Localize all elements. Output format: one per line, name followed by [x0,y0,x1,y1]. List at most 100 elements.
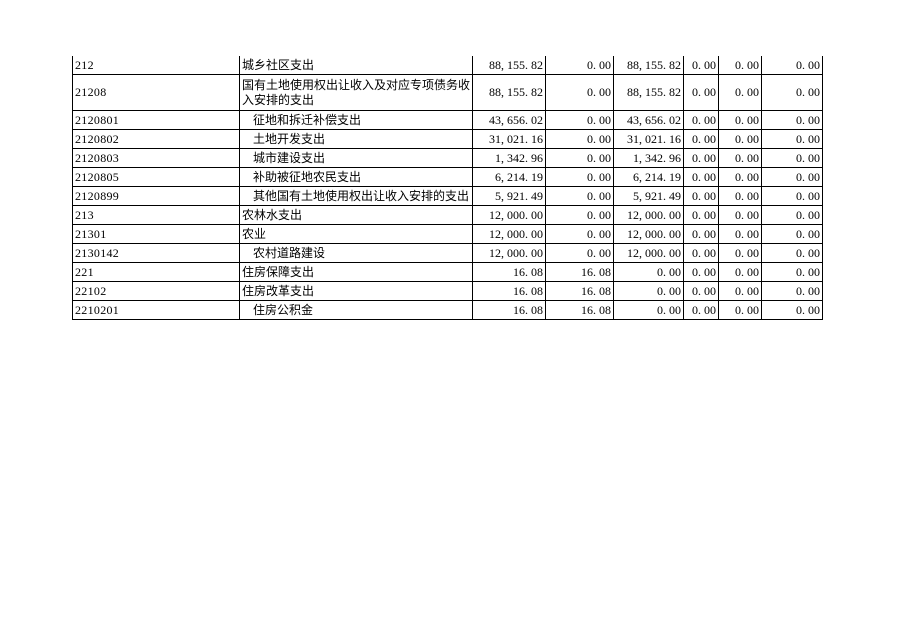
amount-cell: 16. 08 [472,300,546,320]
amount-cell: 0. 00 [545,148,614,168]
amount-cell: 0. 00 [683,281,719,301]
table-row: 213 农林水支出 12, 000. 00 0. 00 12, 000. 00 0. 00… [72,205,823,225]
amount-cell: 6, 214. 19 [472,167,546,187]
amount-cell: 0. 00 [718,262,762,282]
budget-code-cell: 212 [72,56,240,75]
budget-table-body: 212 城乡社区支出 88, 155. 82 0. 00 88, 155. 82 0. 0… [72,56,823,320]
table-row: 221 住房保障支出 16. 08 16. 08 0. 00 0. 00 0. 00 0. 0… [72,262,823,282]
amount-cell: 0. 00 [761,74,823,111]
amount-cell: 16. 08 [472,281,546,301]
table-row: 21208 国有土地使用权出让收入及对应专项债务收入安排的支出 88, 155. 8… [72,74,823,111]
amount-cell: 12, 000. 00 [472,205,546,225]
budget-item-name-cell: 补助被征地农民支出 [239,167,473,187]
amount-cell: 0. 00 [718,243,762,263]
amount-cell: 12, 000. 00 [613,243,684,263]
amount-cell: 0. 00 [683,74,719,111]
amount-cell: 16. 08 [545,262,614,282]
amount-cell: 0. 00 [761,262,823,282]
amount-cell: 12, 000. 00 [472,243,546,263]
amount-cell: 6, 214. 19 [613,167,684,187]
amount-cell: 0. 00 [683,129,719,149]
amount-cell: 0. 00 [683,56,719,75]
budget-item-name-cell: 城市建设支出 [239,148,473,168]
budget-item-name-cell: 农村道路建设 [239,243,473,263]
amount-cell: 0. 00 [761,167,823,187]
budget-code-cell: 21208 [72,74,240,111]
amount-cell: 0. 00 [545,186,614,206]
amount-cell: 0. 00 [761,186,823,206]
amount-cell: 0. 00 [718,129,762,149]
amount-cell: 0. 00 [545,167,614,187]
amount-cell: 0. 00 [545,243,614,263]
table-row: 2210201 住房公积金 16. 08 16. 08 0. 00 0. 00 0. 00 0… [72,300,823,320]
budget-code-cell: 2130142 [72,243,240,263]
amount-cell: 0. 00 [718,205,762,225]
amount-cell: 0. 00 [613,262,684,282]
budget-code-cell: 2120899 [72,186,240,206]
amount-cell: 0. 00 [761,110,823,130]
amount-cell: 0. 00 [718,56,762,75]
budget-item-name-cell: 住房保障支出 [239,262,473,282]
amount-cell: 0. 00 [683,167,719,187]
table-row: 2120802 土地开发支出 31, 021. 16 0. 00 31, 021. 16… [72,129,823,149]
budget-item-name-cell: 征地和拆迁补偿支出 [239,110,473,130]
budget-item-name-cell: 农业 [239,224,473,244]
amount-cell: 0. 00 [683,224,719,244]
amount-cell: 0. 00 [718,300,762,320]
amount-cell: 5, 921. 49 [613,186,684,206]
amount-cell: 0. 00 [545,74,614,111]
table-row: 2120803 城市建设支出 1, 342. 96 0. 00 1, 342. 96 0.… [72,148,823,168]
amount-cell: 0. 00 [718,74,762,111]
amount-cell: 0. 00 [761,129,823,149]
amount-cell: 0. 00 [761,56,823,75]
budget-code-cell: 2120803 [72,148,240,168]
amount-cell: 0. 00 [613,300,684,320]
amount-cell: 0. 00 [761,224,823,244]
budget-code-cell: 2210201 [72,300,240,320]
table-row: 212 城乡社区支出 88, 155. 82 0. 00 88, 155. 82 0. 0… [72,56,823,75]
amount-cell: 1, 342. 96 [613,148,684,168]
amount-cell: 0. 00 [683,186,719,206]
amount-cell: 0. 00 [683,205,719,225]
budget-item-name-cell: 土地开发支出 [239,129,473,149]
amount-cell: 43, 656. 02 [613,110,684,130]
amount-cell: 0. 00 [545,205,614,225]
budget-item-name-cell: 国有土地使用权出让收入及对应专项债务收入安排的支出 [239,74,473,111]
amount-cell: 0. 00 [545,129,614,149]
amount-cell: 0. 00 [683,148,719,168]
amount-cell: 16. 08 [545,300,614,320]
amount-cell: 0. 00 [718,110,762,130]
budget-item-name-cell: 住房公积金 [239,300,473,320]
amount-cell: 88, 155. 82 [472,56,546,75]
amount-cell: 0. 00 [718,167,762,187]
amount-cell: 16. 08 [545,281,614,301]
amount-cell: 0. 00 [761,205,823,225]
amount-cell: 0. 00 [761,148,823,168]
amount-cell: 5, 921. 49 [472,186,546,206]
budget-expenditure-table: 212 城乡社区支出 88, 155. 82 0. 00 88, 155. 82 0. 0… [72,56,823,320]
budget-code-cell: 22102 [72,281,240,301]
amount-cell: 0. 00 [718,186,762,206]
amount-cell: 0. 00 [761,243,823,263]
amount-cell: 88, 155. 82 [613,74,684,111]
budget-item-name-cell: 城乡社区支出 [239,56,473,75]
amount-cell: 16. 08 [472,262,546,282]
amount-cell: 88, 155. 82 [613,56,684,75]
amount-cell: 0. 00 [761,281,823,301]
amount-cell: 1, 342. 96 [472,148,546,168]
amount-cell: 12, 000. 00 [472,224,546,244]
amount-cell: 0. 00 [683,110,719,130]
budget-code-cell: 2120802 [72,129,240,149]
amount-cell: 0. 00 [718,281,762,301]
budget-code-cell: 2120801 [72,110,240,130]
budget-code-cell: 213 [72,205,240,225]
table-row: 2120801 征地和拆迁补偿支出 43, 656. 02 0. 00 43, 656.… [72,110,823,130]
table-row: 22102 住房改革支出 16. 08 16. 08 0. 00 0. 00 0. 00 0.… [72,281,823,301]
budget-code-cell: 221 [72,262,240,282]
amount-cell: 0. 00 [683,262,719,282]
amount-cell: 0. 00 [683,300,719,320]
amount-cell: 0. 00 [761,300,823,320]
amount-cell: 0. 00 [718,224,762,244]
amount-cell: 0. 00 [545,56,614,75]
